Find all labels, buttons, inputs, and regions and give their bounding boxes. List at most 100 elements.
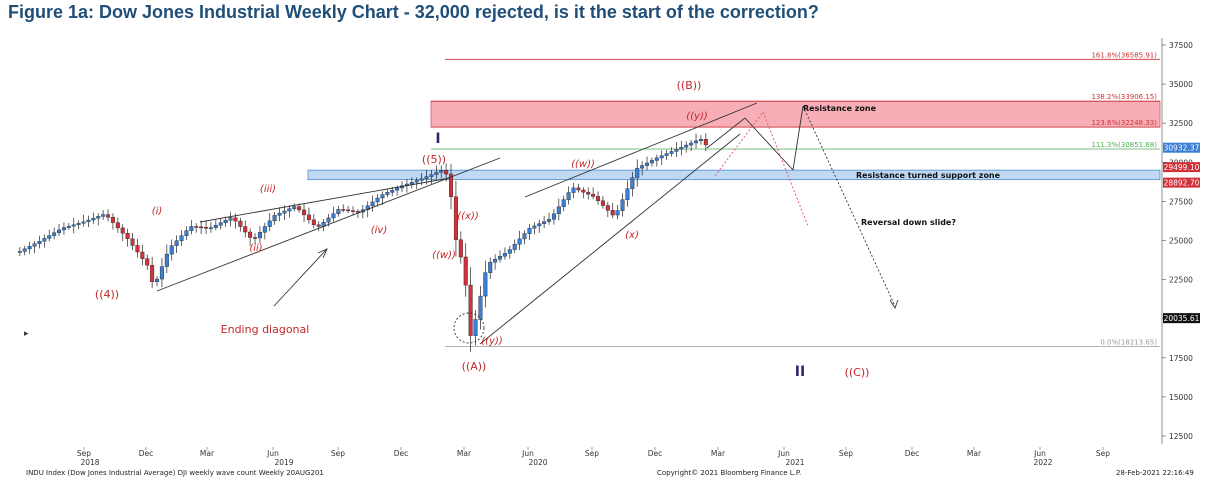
candle-body [507,249,512,254]
x-tick-month: Mar [711,449,726,458]
arrow-head [317,248,328,259]
candle-body [243,226,248,233]
candle-body [302,209,307,216]
candle-body [669,151,674,154]
candle-body [292,206,297,209]
x-tick-month: Mar [200,449,215,458]
candle-body [120,227,125,234]
candle-body [498,256,503,260]
candle-body [370,201,375,207]
support-zone-label: Resistance turned support zone [856,171,1001,180]
candle-body [336,209,341,214]
footer-timestamp: 28-Feb-2021 22:16:49 [1116,469,1194,477]
candle-body [306,214,311,221]
wave-label: ((B)) [677,79,702,92]
price-tag-label: 28892.70 [1164,179,1200,188]
candle-body [625,188,630,200]
y-tick-label: 25000 [1169,237,1193,246]
candle-body [444,170,449,175]
wave-label: ((x)) [457,211,479,222]
candle-body [52,232,57,236]
y-tick-label: 37500 [1169,41,1193,50]
candle-body [125,233,130,240]
wave-label: (iii) [260,184,276,195]
candle-body [610,210,615,216]
trend-line [706,117,746,149]
candle-body [659,155,664,159]
price-tag-label: 29499.10 [1164,163,1200,172]
candle-body [620,199,625,211]
candle-body [155,278,160,282]
wave-label: (i) [152,206,163,217]
x-tick-month: Sep [585,449,599,458]
candle-body [424,176,429,179]
trend-line [479,133,741,345]
footer-left: INDU Index (Dow Jones Industrial Average… [26,469,324,477]
candle-body [199,226,204,229]
x-tick-month: Sep [1096,449,1110,458]
candle-body [115,222,120,229]
candle-body [159,266,164,280]
candle-body [204,227,209,229]
ending-diagonal-arrow [273,249,327,307]
candle-body [694,140,699,144]
y-tick-label: 35000 [1169,80,1193,89]
trend-line [792,105,804,171]
candle-body [640,165,645,169]
cursor-marker: ▸ [24,329,29,339]
candle-body [390,189,395,193]
candle-body [527,228,532,234]
fib-label: 138.2%(33906.15) [1091,93,1157,101]
wave-label: ((w)) [432,250,456,261]
candle-body [591,194,596,197]
note-reversal: Reversal down slide? [861,218,956,227]
candle-body [483,272,488,297]
price-tag [1163,142,1200,153]
candle-body [184,230,189,236]
candle-body [208,227,213,229]
candle-body [86,219,91,223]
y-tick-label: 12500 [1169,432,1193,441]
wave-label: I [435,131,440,147]
candle-body [645,162,650,166]
wave-label: ((y)) [686,111,708,122]
trend-line [744,117,794,171]
candle-body [331,213,336,219]
fib-label: 161.8%(36585.91) [1091,51,1157,59]
wave-label: ((y)) [481,336,503,347]
wave-label: ((w)) [571,159,595,170]
arrow-head [889,299,899,310]
x-tick-year: 2019 [274,458,293,467]
candle-body [262,226,267,233]
candle-body [277,212,282,216]
candle-body [164,253,169,267]
x-tick-month: Sep [77,449,91,458]
trend-line [199,177,451,223]
candle-body [150,264,155,282]
price-tag-label: 30932.37 [1164,144,1200,153]
candle-body [101,214,106,217]
resistance-zone [430,100,1161,128]
candle-body [493,258,498,263]
x-tick-year: 2020 [528,458,547,467]
candle-body [228,217,233,221]
x-tick-month: Dec [648,449,663,458]
wave-label: ((A)) [462,360,487,373]
candle-body [478,295,483,320]
candle-body [586,191,591,195]
candle-body [449,173,454,197]
candle-body [257,232,262,239]
candle-body [287,208,292,212]
price-tag [1163,177,1200,188]
x-tick-month: Sep [839,449,853,458]
x-tick-month: Jun [1033,449,1046,458]
candle-body [434,172,439,175]
candle-body [635,167,640,178]
candle-body [238,220,243,227]
candle-body [272,215,277,222]
candle-body [654,157,659,161]
candle-body [81,221,86,224]
candle-body [189,226,194,231]
y-tick-label: 32500 [1169,119,1193,128]
